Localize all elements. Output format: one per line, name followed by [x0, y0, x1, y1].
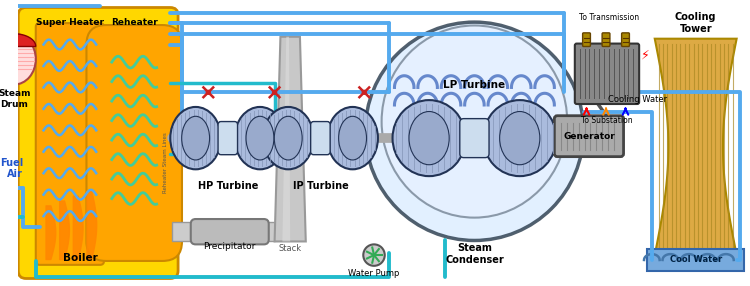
Ellipse shape: [170, 107, 221, 169]
Text: Cool Water: Cool Water: [670, 255, 722, 265]
Text: To Transmission: To Transmission: [579, 13, 639, 22]
Text: Fuel
Air: Fuel Air: [0, 158, 23, 179]
Text: To Substation: To Substation: [581, 116, 633, 125]
FancyBboxPatch shape: [554, 116, 623, 157]
Ellipse shape: [246, 116, 274, 160]
FancyBboxPatch shape: [218, 122, 238, 155]
Polygon shape: [283, 37, 290, 241]
FancyBboxPatch shape: [190, 219, 268, 244]
FancyBboxPatch shape: [574, 43, 639, 104]
Ellipse shape: [339, 116, 367, 160]
FancyBboxPatch shape: [622, 33, 629, 47]
Text: LP Turbine: LP Turbine: [443, 80, 506, 90]
Text: Precipitator: Precipitator: [203, 243, 256, 251]
Text: Boiler: Boiler: [63, 253, 98, 263]
Text: Steam
Condenser: Steam Condenser: [445, 243, 504, 265]
Text: HP Turbine: HP Turbine: [197, 181, 258, 191]
Text: IP Turbine: IP Turbine: [292, 181, 348, 191]
FancyBboxPatch shape: [460, 119, 489, 158]
Text: Water Pump: Water Pump: [348, 269, 400, 278]
Polygon shape: [0, 34, 36, 47]
Ellipse shape: [263, 107, 314, 169]
Polygon shape: [274, 37, 306, 241]
Ellipse shape: [483, 100, 556, 176]
Ellipse shape: [392, 100, 466, 176]
FancyBboxPatch shape: [583, 33, 590, 47]
Text: ⚡: ⚡: [641, 49, 650, 62]
Text: Reheater: Reheater: [111, 18, 158, 27]
Text: Generator: Generator: [563, 132, 615, 141]
FancyBboxPatch shape: [36, 23, 104, 265]
Text: Reheater Steam Lines: Reheater Steam Lines: [163, 132, 168, 193]
Text: Cooling
Tower: Cooling Tower: [675, 12, 716, 34]
Text: Steam
Drum: Steam Drum: [0, 90, 31, 109]
Ellipse shape: [235, 107, 285, 169]
Ellipse shape: [0, 34, 36, 85]
Ellipse shape: [382, 25, 567, 218]
Ellipse shape: [365, 22, 584, 241]
FancyBboxPatch shape: [18, 7, 178, 279]
Bar: [647, 249, 745, 271]
FancyBboxPatch shape: [602, 33, 610, 47]
Ellipse shape: [274, 116, 302, 160]
Text: Stack: Stack: [278, 244, 302, 253]
Bar: [172, 222, 274, 241]
Polygon shape: [655, 39, 736, 255]
FancyBboxPatch shape: [310, 122, 330, 155]
Ellipse shape: [409, 112, 449, 165]
Circle shape: [363, 244, 385, 266]
Ellipse shape: [182, 116, 209, 160]
Ellipse shape: [500, 112, 540, 165]
FancyBboxPatch shape: [86, 25, 182, 261]
Text: Super Heater: Super Heater: [36, 18, 104, 27]
Text: Cooling Water: Cooling Water: [608, 95, 667, 104]
Ellipse shape: [327, 107, 378, 169]
